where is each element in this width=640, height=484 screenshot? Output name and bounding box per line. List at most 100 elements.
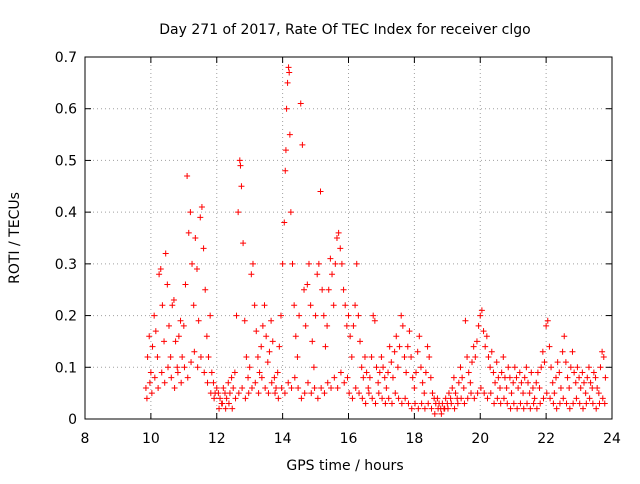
data-point (302, 322, 309, 329)
data-point (246, 364, 253, 371)
data-point (171, 384, 178, 391)
data-point (143, 395, 150, 402)
data-point (529, 384, 536, 391)
data-point (184, 374, 191, 381)
data-point (398, 312, 405, 319)
data-point (235, 209, 242, 216)
data-point (484, 395, 491, 402)
data-point (403, 369, 410, 376)
data-point (240, 240, 247, 247)
data-point (185, 229, 192, 236)
data-point (557, 384, 564, 391)
data-point (599, 348, 606, 355)
data-point (168, 374, 175, 381)
data-point (314, 395, 321, 402)
data-point (480, 328, 487, 335)
data-point (174, 364, 181, 371)
data-point (331, 374, 338, 381)
data-point (178, 379, 185, 386)
data-point (375, 379, 382, 386)
data-point (245, 390, 252, 397)
data-points (142, 64, 609, 417)
data-point (389, 374, 396, 381)
data-point (399, 322, 406, 329)
data-point (359, 395, 366, 402)
data-point (372, 400, 379, 407)
data-point (177, 317, 184, 324)
data-point (495, 374, 502, 381)
data-point (253, 328, 260, 335)
data-point (375, 390, 382, 397)
data-point (146, 379, 153, 386)
data-point (426, 353, 433, 360)
data-point (291, 374, 298, 381)
data-point (385, 395, 392, 402)
data-point (412, 400, 419, 407)
data-point (445, 390, 452, 397)
data-point (328, 384, 335, 391)
data-point (408, 405, 415, 412)
data-point (556, 369, 563, 376)
data-point (464, 395, 471, 402)
data-point (332, 260, 339, 267)
data-point (402, 395, 409, 402)
data-point (462, 317, 469, 324)
data-point (444, 405, 451, 412)
data-point (595, 390, 602, 397)
data-point (184, 172, 191, 179)
data-point (362, 400, 369, 407)
data-point (582, 390, 589, 397)
data-point (161, 379, 168, 386)
data-point (226, 390, 233, 397)
data-point (172, 338, 179, 345)
data-point (416, 333, 423, 340)
data-point (189, 260, 196, 267)
x-tick-label: 24 (603, 431, 621, 447)
data-point (428, 405, 435, 412)
data-point (277, 312, 284, 319)
data-point (376, 369, 383, 376)
data-point (510, 400, 517, 407)
data-point (475, 322, 482, 329)
data-point (599, 395, 606, 402)
data-point (321, 390, 328, 397)
data-point (262, 384, 269, 391)
data-point (174, 369, 181, 376)
data-point (296, 312, 303, 319)
data-point (524, 400, 531, 407)
data-point (531, 395, 538, 402)
data-point (272, 390, 279, 397)
data-point (248, 271, 255, 278)
data-point (470, 343, 477, 350)
data-point (559, 348, 566, 355)
data-point (338, 260, 345, 267)
data-point (164, 281, 171, 288)
data-point (308, 390, 315, 397)
data-point (455, 379, 462, 386)
data-point (334, 384, 341, 391)
data-point (241, 317, 248, 324)
data-point (569, 348, 576, 355)
data-point (570, 400, 577, 407)
data-point (543, 322, 550, 329)
data-point (459, 374, 466, 381)
data-point (483, 333, 490, 340)
data-point (181, 364, 188, 371)
data-point (329, 271, 336, 278)
data-point (232, 395, 239, 402)
data-point (251, 302, 258, 309)
data-point (365, 390, 372, 397)
data-point (205, 353, 212, 360)
data-point (508, 390, 515, 397)
data-point (235, 390, 242, 397)
data-point (292, 333, 299, 340)
data-point (182, 281, 189, 288)
data-point (447, 395, 454, 402)
data-point (200, 245, 207, 252)
data-point (156, 271, 163, 278)
data-point (544, 317, 551, 324)
data-point (278, 384, 285, 391)
data-point (340, 286, 347, 293)
data-point (425, 400, 432, 407)
data-point (366, 374, 373, 381)
